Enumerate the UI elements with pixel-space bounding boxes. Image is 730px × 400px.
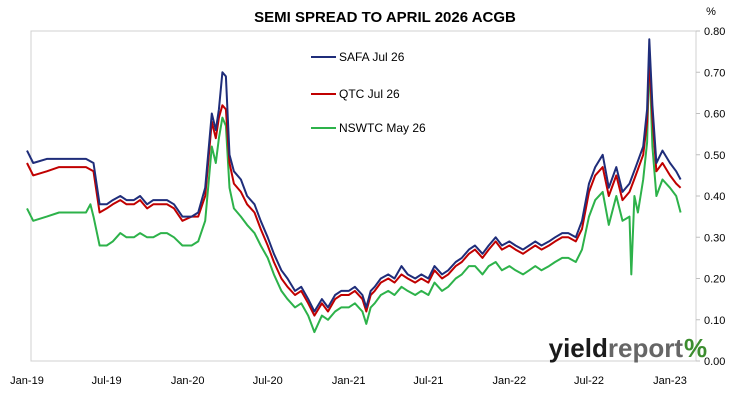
- y-tick-label: 0.00: [704, 356, 725, 368]
- yieldreport-logo: yieldreport: [549, 333, 684, 363]
- x-tick-label: Jul-21: [413, 375, 443, 387]
- y-tick-label: 0.70: [704, 67, 725, 79]
- x-tick-label: Jan-23: [653, 375, 687, 387]
- logo-percent: %: [684, 333, 707, 363]
- chart-title: SEMI SPREAD TO APRIL 2026 ACGB: [254, 9, 516, 26]
- y-unit-label: %: [706, 6, 716, 18]
- series-line-2: [26, 54, 682, 334]
- series-lines: [26, 38, 682, 334]
- x-tick-label: Jul-20: [253, 375, 283, 387]
- y-tick-label: 0.80: [704, 26, 725, 38]
- series-line-1: [26, 54, 682, 317]
- legend-label: QTC Jul 26: [339, 87, 400, 101]
- logo-yield: yield: [549, 333, 608, 363]
- y-tick-label: 0.40: [704, 191, 725, 203]
- series-line-0: [26, 38, 682, 313]
- y-axis: 0.00 0.10 0.20 0.30 0.40 0.50 0.60 0.70 0.80: [696, 26, 725, 368]
- legend-label: NSWTC May 26: [339, 121, 426, 135]
- y-tick-label: 0.10: [704, 315, 725, 327]
- x-tick-label: Jul-22: [574, 375, 604, 387]
- legend: SAFA Jul 26 QTC Jul 26 NSWTC May 26: [311, 50, 426, 135]
- x-tick-label: Jan-22: [493, 375, 527, 387]
- y-tick-label: 0.60: [704, 109, 725, 121]
- logo-report: report: [608, 333, 683, 363]
- x-tick-label: Jul-19: [92, 375, 122, 387]
- x-axis: Jan-19 Jul-19 Jan-20 Jul-20 Jan-21 Jul-21 Jan-…: [10, 375, 687, 387]
- x-tick-label: Jan-20: [171, 375, 205, 387]
- y-tick-label: 0.30: [704, 232, 725, 244]
- legend-label: SAFA Jul 26: [339, 50, 405, 64]
- y-tick-label: 0.50: [704, 150, 725, 162]
- y-tick-label: 0.20: [704, 274, 725, 286]
- x-tick-label: Jan-21: [332, 375, 366, 387]
- x-tick-label: Jan-19: [10, 375, 44, 387]
- plot-area: [30, 30, 697, 362]
